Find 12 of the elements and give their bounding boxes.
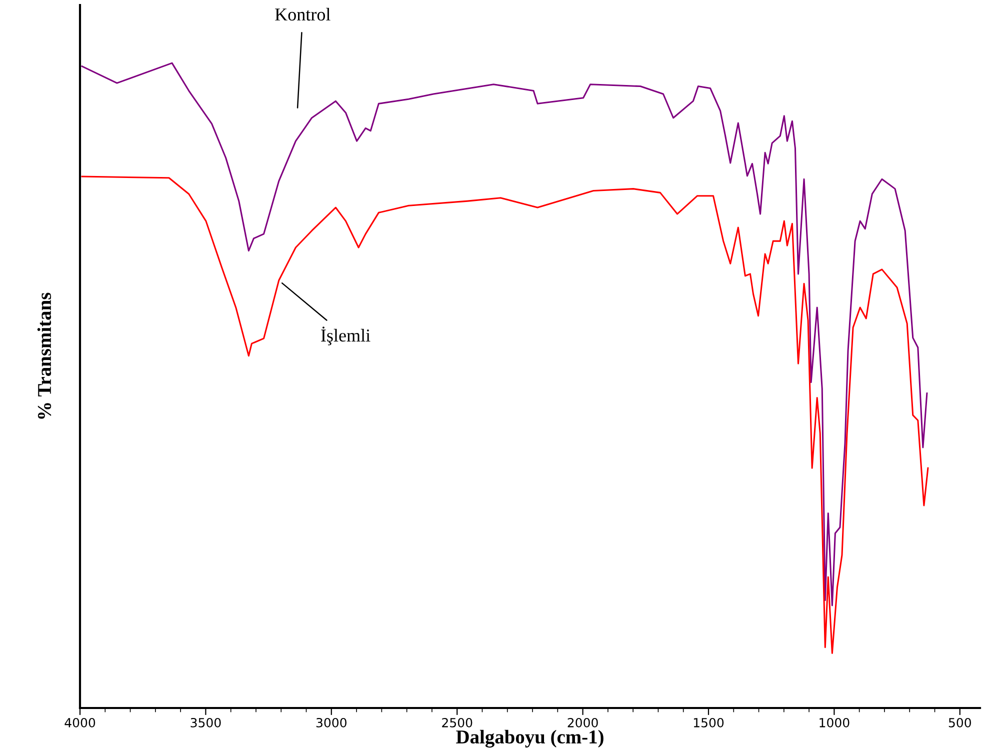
y-axis-title: % Transmitans	[37, 292, 52, 419]
x-axis-title: Dalgaboyu (cm-1)	[456, 730, 604, 748]
text: Kontrol	[275, 8, 330, 21]
x-tick-label: 2500	[442, 718, 472, 728]
x-tick-label: 1500	[694, 718, 724, 728]
x-tick-label: 4000	[64, 718, 96, 728]
x-tick-label: 2000	[568, 718, 598, 728]
x-tick-label: 500	[948, 718, 971, 728]
x-tick-label: 3500	[190, 718, 221, 728]
text: İşlemli	[321, 326, 370, 346]
x-tick-label: 1000	[820, 718, 850, 728]
x-tick-label: 3000	[316, 718, 346, 728]
